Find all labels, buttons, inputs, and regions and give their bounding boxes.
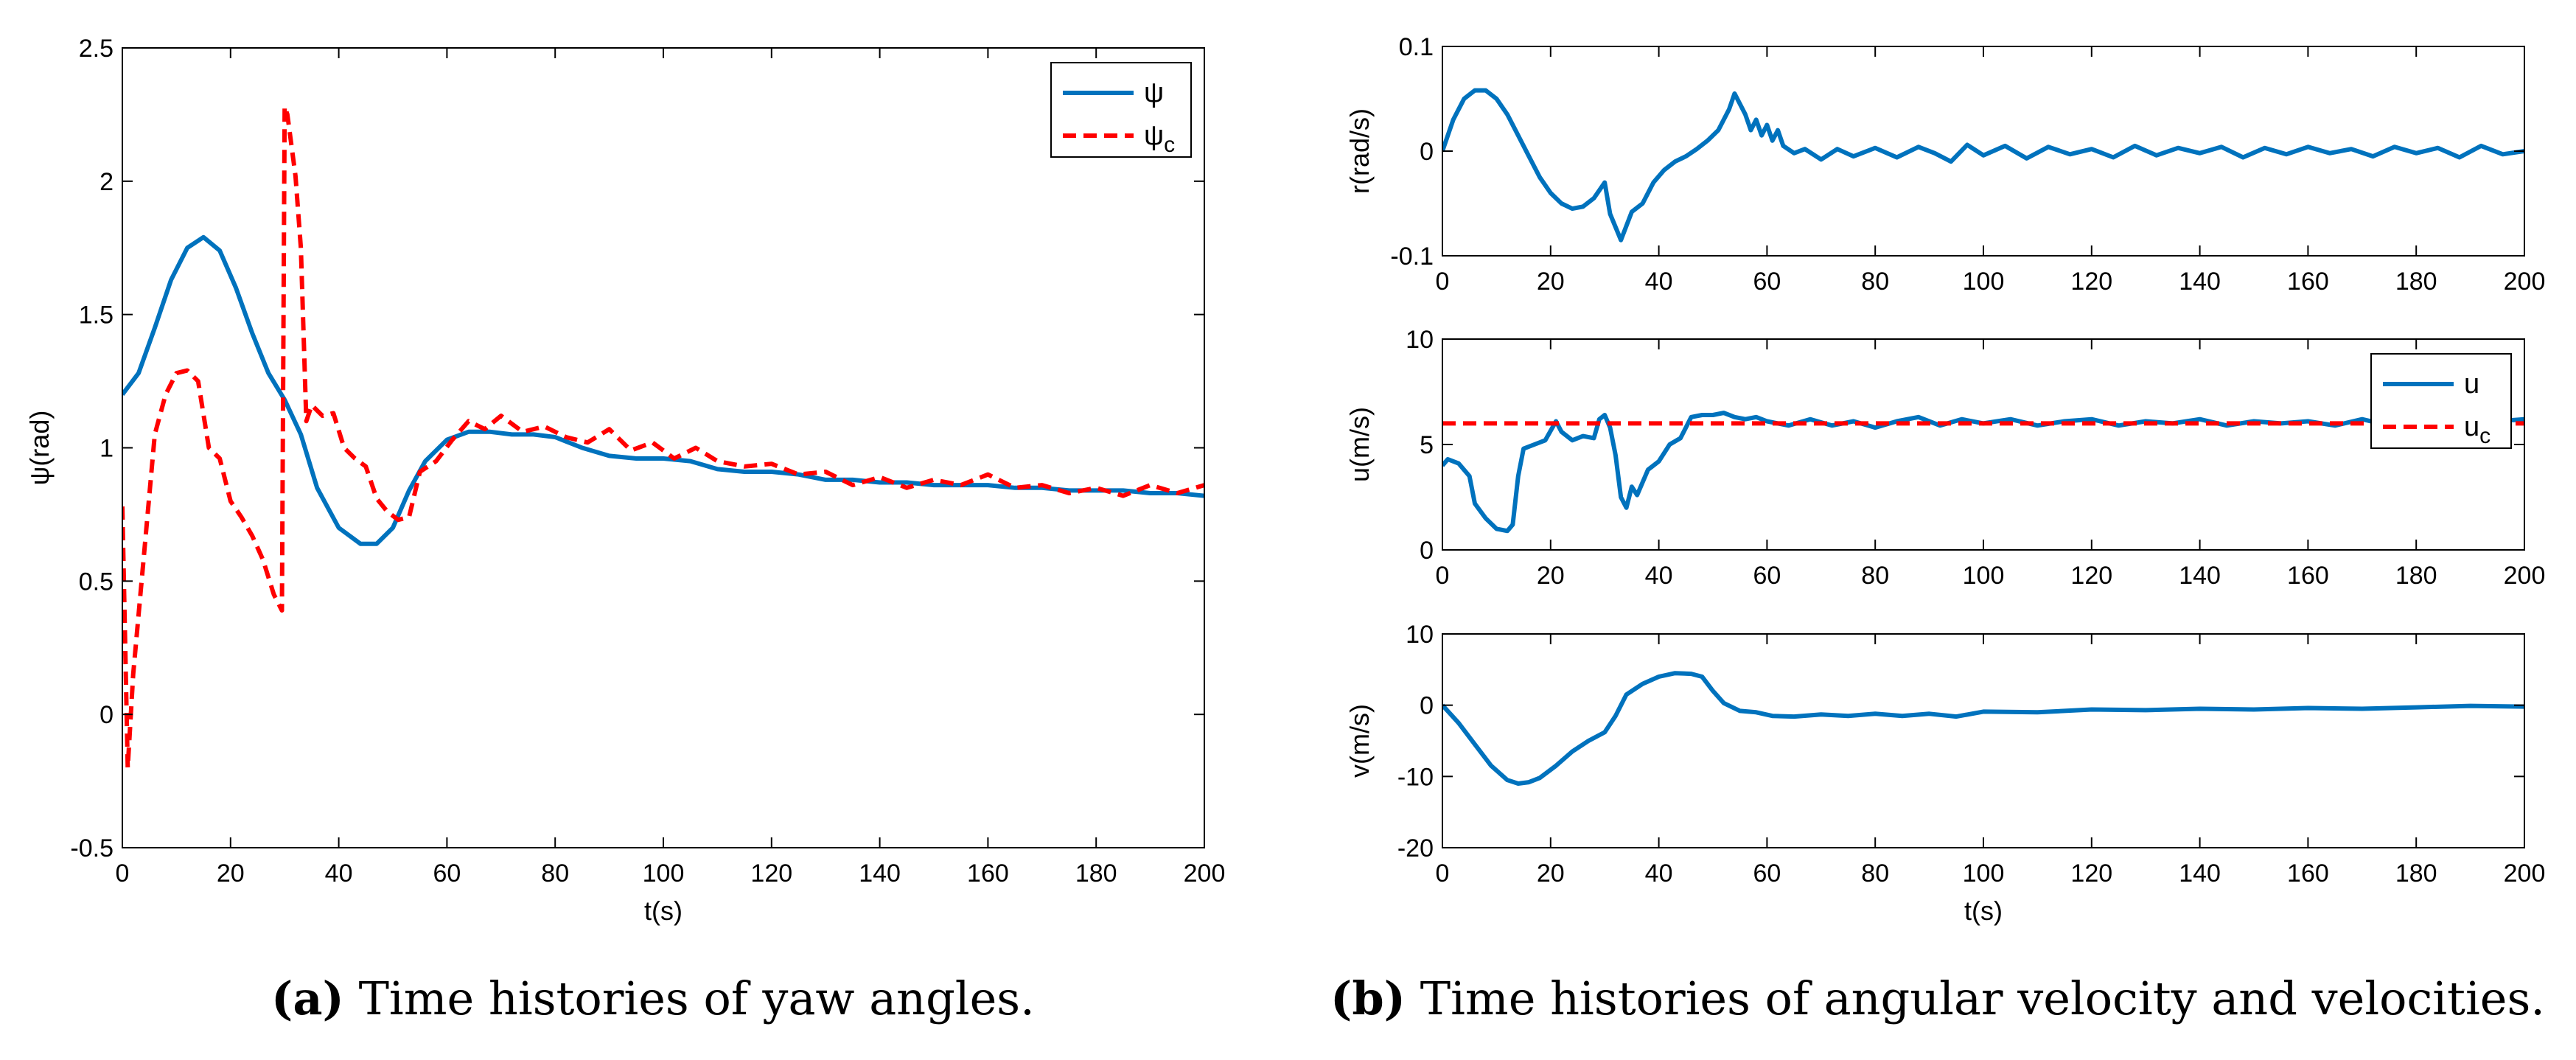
y-tick-label-b2-2: 10: [1406, 326, 1434, 354]
y-axis-label-b3: v(m/s): [1344, 704, 1375, 778]
x-tick-label-b1-3: 60: [1753, 268, 1781, 296]
x-tick-label-a-5: 100: [643, 859, 685, 888]
x-tick-label-b1-4: 80: [1861, 268, 1889, 296]
caption-b-label: (b): [1330, 972, 1406, 1025]
x-tick-label-b2-4: 80: [1861, 562, 1889, 590]
x-tick-label-a-4: 80: [541, 859, 569, 888]
y-tick-label-b1-2: 0.1: [1399, 33, 1434, 61]
y-tick-label-a-4: 1.5: [79, 301, 114, 329]
caption-a-label: (a): [271, 972, 344, 1025]
x-tick-label-a-10: 200: [1184, 859, 1226, 888]
y-tick-label-b3-1: -10: [1397, 763, 1434, 791]
x-tick-label-a-0: 0: [116, 859, 130, 888]
x-tick-label-a-2: 40: [325, 859, 353, 888]
y-tick-label-b2-0: 0: [1420, 537, 1434, 565]
x-tick-label-b2-5: 100: [1963, 562, 2005, 590]
x-tick-label-b2-10: 200: [2504, 562, 2546, 590]
plot-area-b2: [1442, 338, 2525, 551]
legend-box-b2: [2370, 353, 2512, 449]
caption-a-text: Time histories of yaw angles.: [358, 972, 1035, 1025]
x-tick-label-b2-2: 40: [1645, 562, 1673, 590]
series-line-b3-0: [1442, 671, 2524, 786]
x-axis-label-b3: t(s): [1964, 896, 2003, 926]
y-tick-label-a-6: 2.5: [79, 35, 114, 63]
series-line-b2-0: [1442, 411, 2524, 534]
x-tick-label-a-8: 160: [967, 859, 1009, 888]
y-tick-label-b3-0: -20: [1397, 834, 1434, 862]
caption-b: (b) Time histories of angular velocity a…: [1330, 972, 2545, 1025]
x-tick-label-a-7: 140: [859, 859, 901, 888]
x-tick-label-a-6: 120: [750, 859, 792, 888]
x-tick-label-b2-8: 160: [2287, 562, 2329, 590]
x-tick-label-b3-4: 80: [1861, 859, 1889, 888]
caption-a: (a) Time histories of yaw angles.: [271, 972, 1035, 1025]
x-tick-label-b1-0: 0: [1436, 268, 1450, 296]
chart-b-angular-velocity: 0 20 40 60 80 100 120 140 160 180 200-0.100.1r(rad…: [1344, 33, 2545, 296]
y-tick-label-a-2: 0.5: [79, 568, 114, 596]
legend-label-b2-0: u: [2464, 369, 2479, 400]
y-tick-label-b1-0: -0.1: [1390, 243, 1434, 271]
x-tick-label-b1-7: 140: [2179, 268, 2221, 296]
legend-a: ψ ψc: [1050, 62, 1192, 158]
x-tick-label-b3-1: 20: [1537, 859, 1565, 888]
x-tick-label-b3-9: 180: [2395, 859, 2437, 888]
x-tick-label-b3-5: 100: [1963, 859, 2005, 888]
caption-b-text: Time histories of angular velocity and v…: [1420, 972, 2546, 1025]
legend-label-a-1: ψc: [1144, 120, 1175, 157]
legend-box-a: [1050, 62, 1192, 158]
x-tick-label-a-1: 20: [217, 859, 245, 888]
y-tick-label-a-0: -0.5: [70, 834, 114, 862]
y-tick-label-a-5: 2: [100, 168, 114, 196]
y-tick-label-b2-1: 5: [1420, 431, 1434, 459]
x-tick-label-b2-6: 120: [2070, 562, 2112, 590]
x-tick-label-b2-0: 0: [1436, 562, 1450, 590]
series-line-a-1: [122, 104, 1204, 770]
x-tick-label-b1-5: 100: [1963, 268, 2005, 296]
x-tick-label-b1-8: 160: [2287, 268, 2329, 296]
series-line-a-0: [122, 234, 1204, 546]
x-tick-label-b2-9: 180: [2395, 562, 2437, 590]
y-tick-label-b3-3: 10: [1406, 621, 1434, 649]
x-tick-label-b3-6: 120: [2070, 859, 2112, 888]
legend-label-a-0: ψ: [1144, 77, 1164, 108]
chart-b-sway-velocity: 0 20 40 60 80 100 120 140 160 180 200 -20 -10 0 10 t(s)…: [1344, 621, 2545, 926]
y-axis-label-b2: u(m/s): [1344, 407, 1375, 482]
y-tick-label-a-1: 0: [100, 701, 114, 729]
chart-a: 0 20 40 60 80 100 120 140 160 180 200-0.500.511.52…: [24, 35, 1225, 926]
y-tick-label-b1-1: 0: [1420, 138, 1434, 166]
x-axis-label-a: t(s): [644, 896, 683, 926]
x-tick-label-a-9: 180: [1075, 859, 1117, 888]
legend-label-b2-1: uc: [2464, 411, 2491, 448]
x-tick-label-b1-6: 120: [2070, 268, 2112, 296]
x-tick-label-b2-7: 140: [2179, 562, 2221, 590]
chart-b-surge-velocity: 0 20 40 60 80 100 120 140 160 180 200 0 5 10 u(m/s) u uc: [1344, 326, 2545, 590]
y-tick-label-a-3: 1: [100, 435, 114, 463]
x-tick-label-b3-10: 200: [2504, 859, 2546, 888]
x-tick-label-b3-3: 60: [1753, 859, 1781, 888]
x-tick-label-b3-2: 40: [1645, 859, 1673, 888]
x-tick-label-a-3: 60: [433, 859, 461, 888]
plot-area-b3: [1442, 633, 2525, 848]
y-axis-label-a: ψ(rad): [24, 411, 55, 486]
x-tick-label-b3-7: 140: [2179, 859, 2221, 888]
x-tick-label-b1-1: 20: [1537, 268, 1565, 296]
x-tick-label-b3-8: 160: [2287, 859, 2329, 888]
y-tick-label-b3-2: 0: [1420, 692, 1434, 720]
y-axis-label-b1: r(rad/s): [1344, 108, 1375, 194]
legend-b2: u uc: [2370, 353, 2512, 449]
x-tick-label-b3-0: 0: [1436, 859, 1450, 888]
x-tick-label-b1-2: 40: [1645, 268, 1673, 296]
x-tick-label-b1-9: 180: [2395, 268, 2437, 296]
x-tick-label-b2-1: 20: [1537, 562, 1565, 590]
series-line-b1-0: [1442, 88, 2524, 243]
x-tick-label-b1-10: 200: [2504, 268, 2546, 296]
x-tick-label-b2-3: 60: [1753, 562, 1781, 590]
